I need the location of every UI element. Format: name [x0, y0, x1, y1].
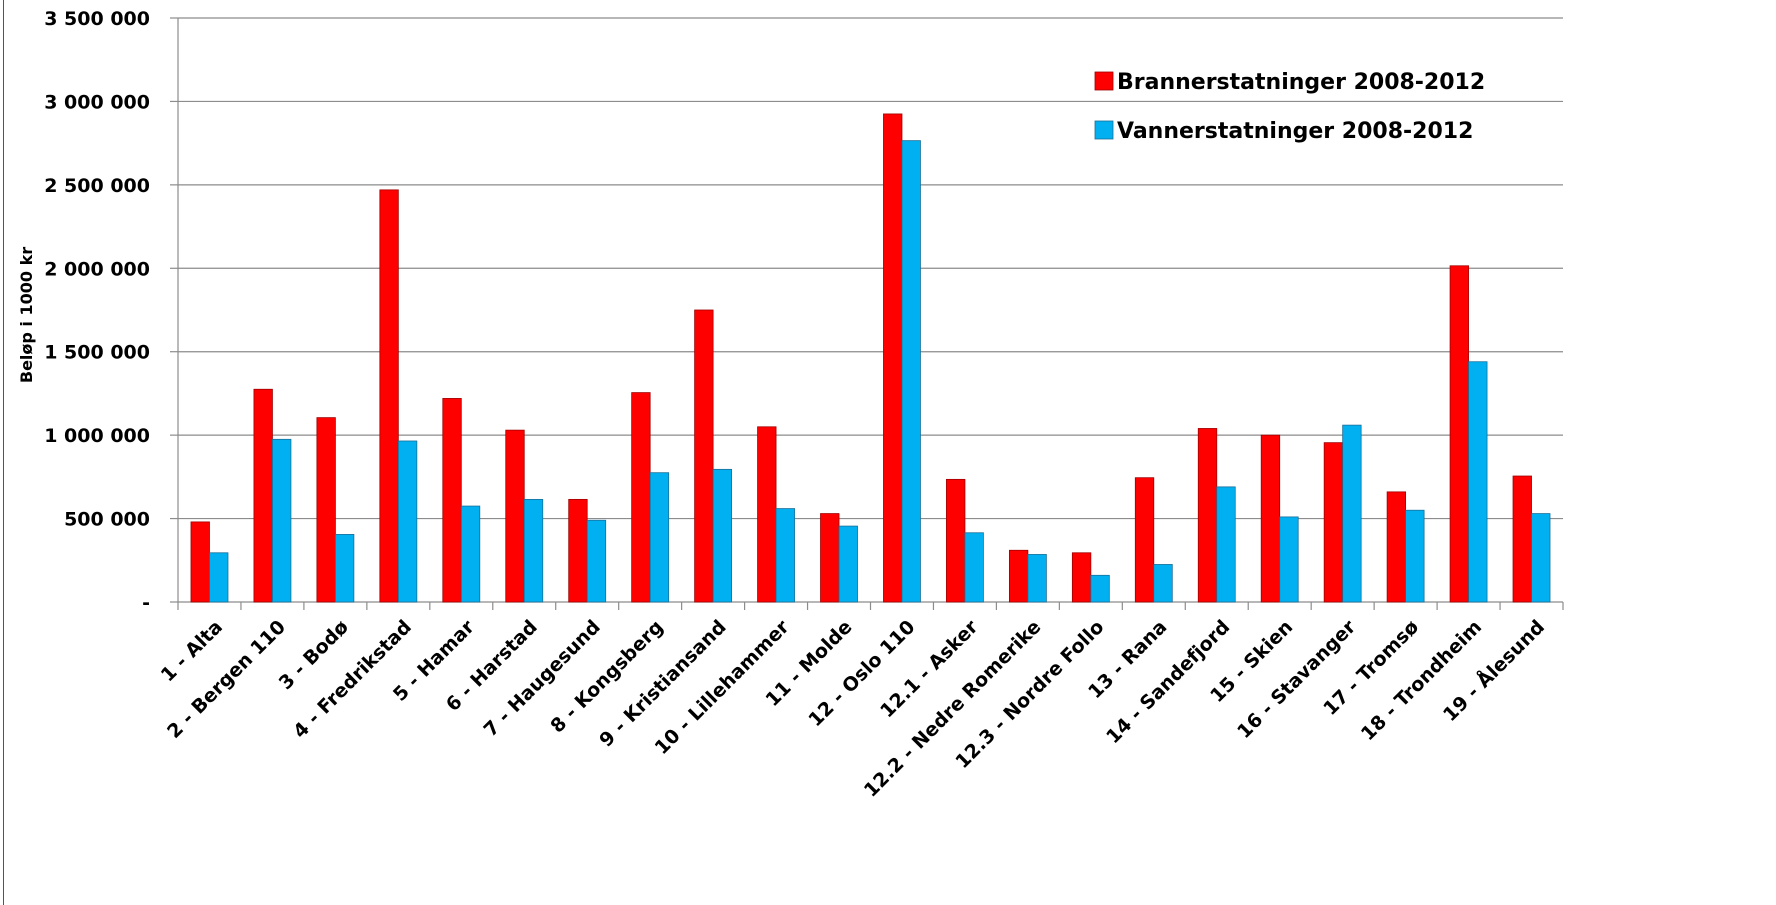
bar-vann-4: [460, 505, 481, 603]
y-tick-label: -: [142, 592, 150, 614]
y-tick-label: 3 500 000: [44, 8, 150, 30]
bars: [190, 113, 1551, 603]
bar-brann-18: [1323, 442, 1344, 603]
bar-brann-5: [505, 429, 525, 603]
bar-vann-10: [838, 525, 858, 603]
bar-brann-12: [946, 478, 966, 603]
x-tick-label: 16 - Stavanger: [1233, 616, 1361, 744]
bar-brann-19: [1386, 491, 1407, 603]
bar-vann-15: [1153, 564, 1173, 603]
bar-vann-12: [964, 532, 984, 603]
bar-brann-9: [757, 426, 777, 603]
bar-vann-2: [334, 534, 355, 603]
bar-vann-8: [712, 468, 733, 603]
y-tick-label: 1 000 000: [44, 425, 150, 447]
bar-vann-11: [901, 140, 921, 603]
bar-vann-1: [272, 438, 292, 603]
bar-brann-16: [1197, 428, 1218, 603]
bar-brann-1: [253, 388, 273, 603]
bar-brann-11: [883, 113, 903, 603]
y-tick-label: 2 500 000: [44, 175, 150, 197]
bar-brann-6: [568, 498, 588, 603]
bar-brann-20: [1449, 265, 1469, 603]
bar-vann-7: [649, 472, 670, 603]
x-tick-label: 8 - Kongsberg: [546, 616, 667, 737]
bar-vann-14: [1090, 574, 1110, 603]
x-tick-label: 7 - Haugesund: [480, 616, 605, 741]
y-tick-label: 2 000 000: [44, 258, 150, 280]
bar-brann-3: [379, 189, 399, 603]
legend-label-1: Vannerstatninger 2008-2012: [1117, 119, 1473, 144]
bar-vann-20: [1468, 361, 1488, 603]
bar-vann-5: [523, 498, 544, 603]
bar-vann-0: [209, 552, 229, 603]
legend-swatch-1: [1094, 120, 1114, 140]
y-tick-label: 3 000 000: [44, 91, 150, 113]
y-tick-label: 500 000: [64, 509, 150, 531]
bar-vann-21: [1531, 513, 1551, 603]
bar-vann-19: [1405, 509, 1425, 603]
bar-vann-16: [1216, 486, 1236, 603]
y-tick-label: 1 500 000: [44, 342, 150, 364]
bar-vann-13: [1027, 554, 1047, 603]
bar-brann-21: [1512, 475, 1532, 603]
x-tick-label: 2 - Bergen 110: [163, 616, 290, 743]
bar-brann-7: [631, 392, 651, 603]
legend-swatch-0: [1094, 71, 1114, 91]
bar-vann-18: [1342, 424, 1362, 603]
bar-brann-17: [1260, 434, 1281, 603]
x-tick-label: 18 - Trondheim: [1357, 616, 1486, 745]
bar-brann-8: [694, 309, 714, 603]
left-frame-line: [3, 0, 4, 905]
bar-brann-15: [1134, 477, 1155, 603]
bar-vann-3: [397, 440, 418, 603]
bar-vann-9: [775, 508, 795, 603]
legend: Brannerstatninger 2008-2012 Vannerstatnin…: [1094, 70, 1485, 144]
x-tick-label: 4 - Fredrikstad: [289, 616, 416, 743]
legend-label-0: Brannerstatninger 2008-2012: [1117, 70, 1485, 95]
x-tick-label: 12 - Oslo 110: [804, 616, 919, 731]
bar-vann-6: [586, 519, 607, 603]
y-axis-ticks: - 500 000 1 000 000 1 500 000 2 000 000 2 500…: [44, 8, 178, 614]
y-axis-label: Beløp i 1000 kr: [17, 247, 36, 383]
bar-brann-0: [190, 521, 210, 603]
bar-vann-17: [1279, 516, 1299, 603]
bar-brann-14: [1071, 552, 1092, 603]
bar-brann-4: [442, 398, 462, 603]
bar-brann-2: [316, 417, 336, 603]
bar-brann-10: [820, 513, 840, 603]
bar-brann-13: [1008, 549, 1029, 603]
